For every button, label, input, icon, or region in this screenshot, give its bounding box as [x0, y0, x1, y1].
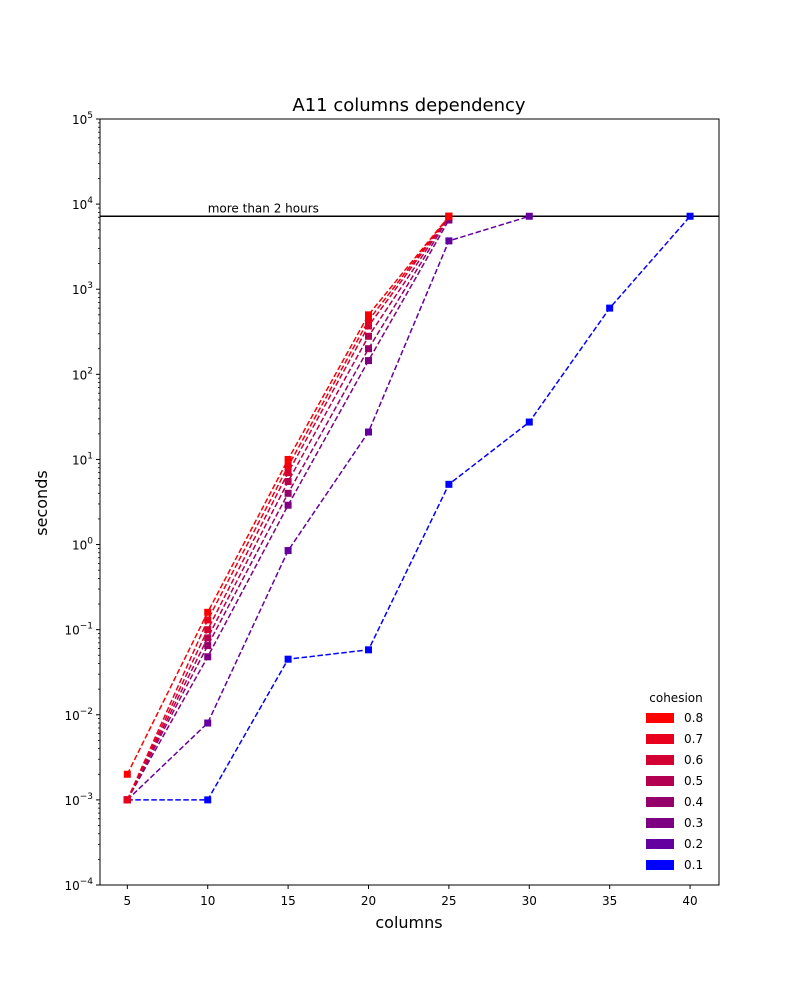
y-tick-label: 101	[72, 451, 93, 467]
legend-swatch	[646, 755, 674, 765]
series-marker	[204, 626, 212, 634]
series-marker	[686, 212, 694, 220]
series-marker	[365, 322, 373, 330]
legend-label: 0.3	[684, 816, 703, 830]
y-tick-label: 10−4	[64, 877, 93, 893]
legend: cohesion 0.8 0.7 0.6 0.5 0.4 0.3 0.2 0.1	[646, 691, 703, 872]
legend-swatch	[646, 776, 674, 786]
axes-frame	[99, 118, 720, 886]
series-marker	[445, 480, 453, 488]
series-0-8	[123, 212, 453, 778]
x-tick-label: 25	[441, 894, 456, 908]
series-marker	[365, 332, 373, 340]
series-marker	[365, 428, 373, 436]
series-marker	[284, 462, 292, 470]
series-marker	[365, 646, 373, 654]
series-line	[126, 215, 530, 801]
legend-label: 0.5	[684, 774, 703, 788]
y-tick-label: 102	[72, 366, 93, 382]
series-marker	[365, 345, 373, 353]
series-line	[127, 215, 691, 801]
y-tick-label: 10−2	[64, 707, 93, 723]
legend-label: 0.1	[684, 858, 703, 872]
series-marker	[204, 653, 212, 661]
x-tick-label: 15	[280, 894, 295, 908]
legend-swatch	[646, 734, 674, 744]
plot-area: 5 10 15 20 25 30 35 40 10−4 10−3 10−2 10−1 100 101 102…	[64, 111, 720, 908]
series-line	[126, 219, 450, 801]
x-axis-label: columns	[375, 913, 442, 932]
legend-swatch	[646, 839, 674, 849]
series-marker	[284, 501, 292, 509]
series-marker	[284, 478, 292, 486]
legend-label: 0.4	[684, 795, 703, 809]
y-tick-label: 104	[72, 196, 93, 212]
series-marker	[445, 212, 453, 220]
x-tick-label: 30	[522, 894, 537, 908]
series-marker	[204, 608, 212, 616]
series-marker	[204, 719, 212, 727]
series-marker	[525, 212, 533, 220]
legend-swatch	[646, 797, 674, 807]
series-marker	[284, 455, 292, 463]
y-axis-label: seconds	[32, 470, 51, 535]
series-marker	[365, 311, 373, 319]
legend-label: 0.2	[684, 837, 703, 851]
y-tick-label: 100	[72, 537, 93, 553]
y-tick-label: 10−1	[64, 622, 93, 638]
y-tick-label: 103	[72, 281, 93, 297]
x-tick-label: 40	[682, 894, 697, 908]
x-tick-label: 35	[602, 894, 617, 908]
legend-label: 0.7	[684, 732, 703, 746]
series-marker	[284, 489, 292, 497]
series-marker	[525, 418, 533, 426]
reference-line-label: more than 2 hours	[208, 201, 319, 215]
series-marker	[204, 642, 212, 650]
legend-label: 0.6	[684, 753, 703, 767]
chart-title: A11 columns dependency	[292, 95, 526, 116]
series-marker	[123, 770, 131, 778]
series-marker	[204, 616, 212, 624]
legend-swatch	[646, 818, 674, 828]
legend-swatch	[646, 713, 674, 723]
series-marker	[284, 655, 292, 663]
x-tick-label: 20	[361, 894, 376, 908]
series-marker	[204, 796, 212, 804]
series-marker	[365, 316, 373, 324]
series-marker	[606, 304, 614, 312]
series-marker	[365, 357, 373, 365]
series-marker	[284, 469, 292, 477]
legend-swatch	[646, 860, 674, 870]
legend-title: cohesion	[649, 691, 702, 705]
x-tick-label: 10	[200, 894, 215, 908]
series-marker	[445, 237, 453, 245]
y-tick-label: 10−3	[64, 792, 93, 808]
y-tick-label: 105	[72, 111, 93, 127]
series-marker	[204, 634, 212, 642]
series-marker	[123, 796, 131, 804]
legend-label: 0.8	[684, 711, 703, 725]
series-marker	[284, 547, 292, 555]
x-tick-label: 5	[124, 894, 132, 908]
